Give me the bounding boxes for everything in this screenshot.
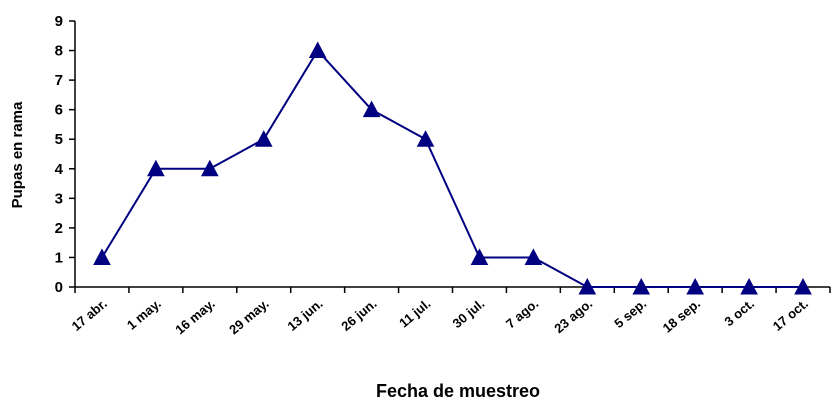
x-tick-label: 5 sep.	[611, 296, 649, 331]
x-tick-label: 29 may.	[226, 296, 271, 338]
x-axis-ticks: 17 abr. 1 may. 16 may. 29 may. 13 jun. 26 jun…	[69, 287, 831, 338]
data-point-marker	[308, 41, 327, 59]
series-group	[93, 41, 812, 295]
x-tick-label: 26 jun.	[338, 296, 379, 334]
data-point-marker	[362, 100, 381, 118]
x-tick-label: 17 abr.	[69, 296, 110, 334]
y-tick-label: 8	[55, 43, 63, 60]
y-tick-label: 9	[55, 13, 63, 30]
y-tick-label: 6	[55, 102, 63, 119]
data-point-marker	[740, 277, 758, 295]
data-point-marker	[200, 159, 219, 177]
data-point-marker	[416, 130, 435, 147]
data-point-marker	[578, 277, 597, 295]
y-tick-label: 4	[55, 161, 64, 178]
x-axis-label: Fecha de muestreo	[376, 381, 540, 401]
y-axis-label: Pupas en rama	[9, 101, 26, 208]
y-tick-label: 3	[55, 190, 63, 207]
data-point-marker	[632, 277, 651, 295]
y-tick-label: 2	[55, 220, 63, 237]
x-tick-label: 3 oct.	[721, 296, 757, 329]
y-tick-label: 7	[55, 72, 63, 89]
x-tick-label: 11 jul.	[396, 296, 433, 331]
x-tick-label: 23 ago.	[551, 296, 595, 336]
x-tick-label: 13 jun.	[284, 296, 325, 334]
series-line	[101, 48, 804, 288]
x-tick-label: 30 jul.	[450, 296, 488, 331]
data-point-marker	[524, 248, 543, 265]
x-tick-label: 1 may.	[124, 296, 164, 333]
data-point-marker	[794, 277, 812, 295]
data-point-marker	[686, 277, 705, 295]
y-tick-label: 0	[55, 279, 63, 296]
y-axis-ticks: 0 1 2 3 4 5 6 7 8 9	[55, 13, 75, 296]
data-point-marker	[254, 130, 273, 147]
x-tick-label: 7 ago.	[503, 296, 541, 332]
data-point-marker	[93, 248, 111, 265]
y-tick-label: 1	[55, 249, 63, 266]
x-tick-label: 18 sep.	[660, 296, 703, 336]
data-point-marker	[147, 159, 165, 177]
y-tick-label: 5	[55, 131, 63, 148]
x-tick-label: 16 may.	[172, 296, 217, 338]
x-tick-label: 17 oct.	[770, 296, 811, 334]
data-point-marker	[470, 248, 489, 265]
